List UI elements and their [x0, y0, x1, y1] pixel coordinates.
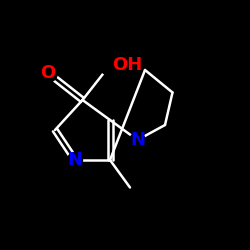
Circle shape — [38, 62, 58, 82]
Text: OH: OH — [112, 56, 143, 74]
Text: N: N — [68, 151, 82, 169]
Circle shape — [68, 152, 82, 168]
Text: O: O — [40, 64, 55, 82]
Circle shape — [130, 132, 145, 148]
Text: N: N — [130, 131, 145, 149]
Circle shape — [100, 54, 120, 76]
